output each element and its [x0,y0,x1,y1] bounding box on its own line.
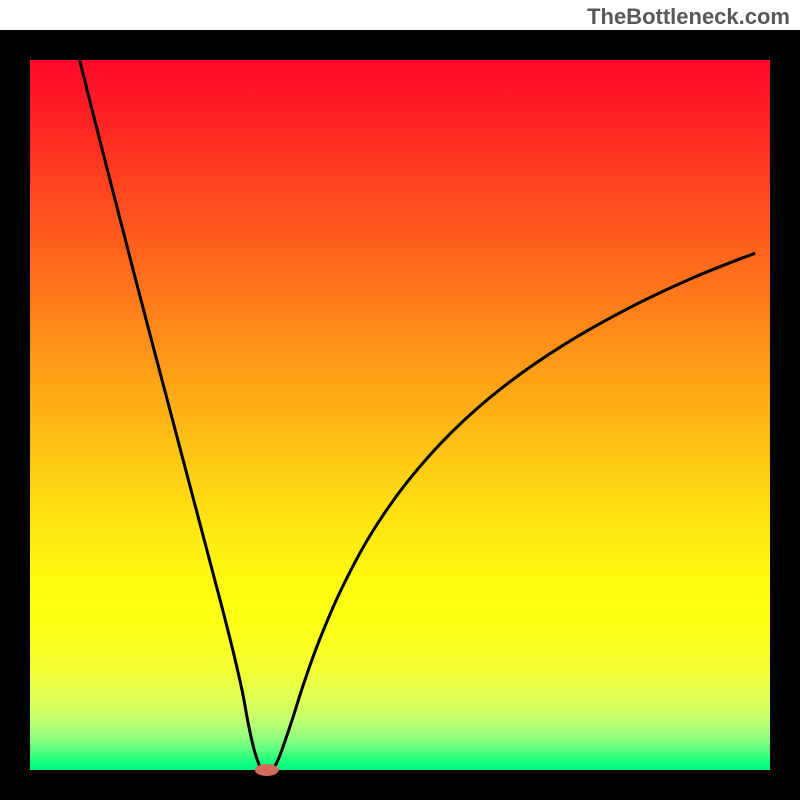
bottleneck-chart [0,0,800,800]
plot-background [30,60,770,770]
chart-container: TheBottleneck.com [0,0,800,800]
watermark-text: TheBottleneck.com [587,4,790,30]
optimal-marker [255,764,279,776]
